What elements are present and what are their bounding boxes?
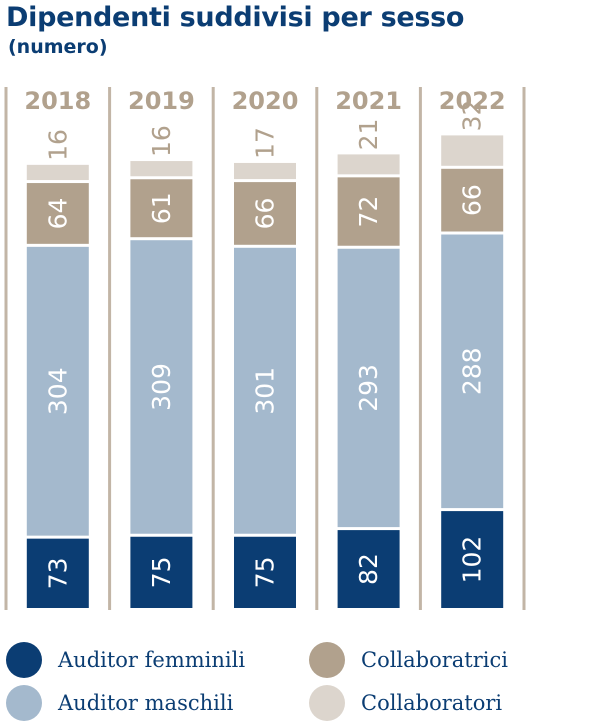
bar-collaboratrici-2021 (337, 177, 400, 246)
stacked-bar-chart: 2018 73 304 64 16 2019 75 309 61 16 2020 75 301 66 17 2… (4, 87, 526, 610)
bar-auditor-maschili-2022 (441, 234, 504, 509)
bar-collaboratrici-2020 (234, 182, 296, 245)
bar-collaboratori-2022 (441, 135, 504, 166)
data-label-collaboratrici-2019: 61 (147, 192, 176, 224)
data-label-collaboratrici-2020: 66 (251, 198, 280, 230)
bar-auditor-femminili-2022 (441, 511, 504, 608)
legend-label-auditor-femminili: Auditor femminili (58, 648, 246, 672)
data-label-collaboratrici-2021: 72 (354, 196, 383, 228)
data-label-collaboratori-2021: 21 (354, 119, 383, 151)
data-label-auditor-femminili-2021: 82 (354, 553, 383, 585)
data-label-auditor-femminili-2019: 75 (147, 556, 176, 588)
bar-collaboratori-2020 (234, 162, 296, 180)
data-label-auditor-maschili-2020: 301 (251, 367, 280, 415)
data-label-collaboratori-2020: 17 (251, 127, 280, 159)
data-label-auditor-maschili-2018: 304 (43, 367, 72, 415)
bar-auditor-maschili-2020 (234, 247, 296, 534)
legend-item-collaboratrici: Collaboratrici (309, 642, 508, 678)
bar-auditor-femminili-2018 (26, 538, 89, 608)
year-label-2019: 2019 (128, 87, 195, 115)
data-label-collaboratrici-2022: 66 (458, 184, 487, 216)
legend-item-auditor-femminili: Auditor femminili (6, 642, 245, 678)
bar-collaboratrici-2022 (441, 168, 504, 232)
bar-auditor-femminili-2020 (234, 536, 296, 608)
legend-swatch-auditor-maschili (6, 685, 42, 721)
year-label-2018: 2018 (24, 87, 91, 115)
bar-auditor-maschili-2018 (26, 246, 89, 536)
chart-title: Dipendenti suddivisi per sesso (6, 2, 465, 33)
legend-swatch-collaboratrici (309, 642, 345, 678)
year-label-2021: 2021 (335, 87, 402, 115)
year-label-2020: 2020 (232, 87, 299, 115)
data-label-auditor-femminili-2022: 102 (458, 536, 487, 584)
bar-auditor-femminili-2021 (337, 530, 400, 608)
chart-subtitle: (numero) (8, 36, 108, 58)
data-label-auditor-femminili-2018: 73 (43, 557, 72, 589)
bar-collaboratori-2018 (26, 164, 89, 181)
data-label-collaboratori-2019: 16 (147, 125, 176, 157)
bar-collaboratrici-2019 (130, 179, 193, 238)
data-label-auditor-maschili-2019: 309 (147, 363, 176, 411)
legend-swatch-collaboratori (309, 685, 345, 721)
legend-label-collaboratori: Collaboratori (361, 691, 503, 715)
legend-label-collaboratrici: Collaboratrici (361, 648, 508, 672)
bar-auditor-femminili-2019 (130, 536, 193, 608)
legend-label-auditor-maschili: Auditor maschili (58, 691, 234, 715)
bar-collaboratori-2021 (337, 154, 400, 175)
legend-item-collaboratori: Collaboratori (309, 685, 502, 721)
data-label-auditor-maschili-2022: 288 (458, 347, 487, 395)
data-label-collaboratori-2022: 32 (458, 100, 487, 132)
data-label-auditor-femminili-2020: 75 (251, 556, 280, 588)
bar-auditor-maschili-2019 (130, 240, 193, 534)
data-label-auditor-maschili-2021: 293 (354, 364, 383, 412)
legend-item-auditor-maschili: Auditor maschili (6, 685, 233, 721)
year-label-2022: 2022 (439, 87, 506, 115)
legend: Auditor femminili Collaboratrici Auditor… (0, 632, 600, 725)
bar-auditor-maschili-2021 (337, 248, 400, 528)
bar-collaboratrici-2018 (26, 183, 89, 244)
data-label-collaboratori-2018: 16 (43, 129, 72, 161)
legend-swatch-auditor-femminili (6, 642, 42, 678)
data-label-collaboratrici-2018: 64 (43, 198, 72, 230)
bar-collaboratori-2019 (130, 161, 193, 177)
